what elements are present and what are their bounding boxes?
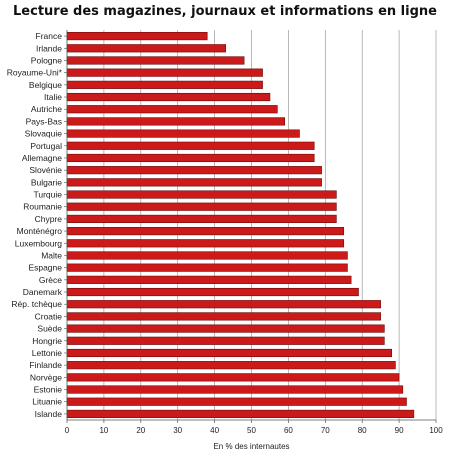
x-axis-title: En % des internautes	[213, 442, 289, 451]
category-label: Finlande	[29, 360, 62, 370]
category-label: Estonie	[34, 385, 63, 395]
category-label: Belgique	[29, 80, 62, 90]
bar-estonie	[66, 385, 404, 394]
bar-slovaquie	[66, 129, 300, 138]
bar-su-de	[66, 324, 385, 333]
category-label: Suède	[37, 324, 62, 334]
bar-irlande	[66, 44, 226, 53]
category-label: Rép. tchèque	[11, 299, 62, 309]
x-tick-label: 70	[321, 426, 330, 435]
bar-croatie	[66, 312, 381, 321]
category-label: Monténégro	[17, 226, 63, 236]
x-tick-label: 40	[210, 426, 219, 435]
bar-slov-nie	[66, 166, 322, 175]
x-tick-label: 20	[136, 426, 145, 435]
category-label: Portugal	[30, 141, 62, 151]
bar-norv-ge	[66, 373, 400, 382]
category-labels: France Irlande Pologne Royaume-Uni* Belgique…	[7, 31, 63, 419]
x-tick-label: 90	[395, 426, 404, 435]
category-label: Danemark	[23, 287, 63, 297]
category-label: Slovaquie	[25, 129, 63, 139]
category-label: France	[36, 31, 63, 41]
bar-roumanie	[66, 202, 337, 211]
chart-title: Lecture des magazines, journaux et infor…	[13, 4, 437, 19]
x-tick-label: 10	[99, 426, 108, 435]
x-tick-label: 100	[429, 426, 443, 435]
category-label: Croatie	[35, 311, 63, 321]
bar-lettonie	[66, 348, 393, 358]
category-label: Luxembourg	[15, 238, 63, 248]
bar-portugal	[66, 141, 315, 150]
bar-malte	[66, 251, 348, 260]
bar-r-p-tch-que	[66, 300, 381, 309]
bar-pays-bas	[66, 117, 286, 126]
category-label: Malte	[41, 250, 62, 260]
bars	[66, 32, 415, 418]
bar-mont-n-gro	[66, 227, 345, 236]
category-label: Irlande	[36, 43, 62, 53]
bar-danemark	[66, 287, 359, 297]
category-label: Slovénie	[29, 165, 62, 175]
category-label: Norvège	[30, 372, 62, 382]
bar-autriche	[66, 105, 278, 114]
category-label: Italie	[44, 92, 62, 102]
category-label: Bulgarie	[31, 177, 62, 187]
bar-hongrie	[66, 336, 385, 345]
category-label: Hongrie	[32, 336, 62, 346]
bar-lituanie	[66, 397, 407, 406]
bar-france	[66, 32, 208, 41]
bar-finlande	[66, 361, 396, 370]
category-label: Turquie	[33, 190, 62, 200]
category-label: Pays-Bas	[26, 116, 62, 126]
category-label: Chypre	[35, 214, 63, 224]
x-tick-label: 0	[65, 426, 70, 435]
x-tick-label: 80	[358, 426, 367, 435]
x-tick-label: 50	[247, 426, 256, 435]
bar-chypre	[66, 214, 337, 223]
category-label: Pologne	[31, 55, 62, 65]
axes: 0 10 20 30 40 50 60 70 80 90 100	[64, 30, 443, 435]
bar-turquie	[66, 190, 337, 199]
category-label: Allemagne	[22, 153, 62, 163]
category-label: Lettonie	[32, 348, 63, 358]
category-label: Grèce	[39, 275, 62, 285]
category-label: Royaume-Uni*	[7, 68, 63, 78]
bar-allemagne	[66, 153, 315, 163]
x-tick-label: 30	[173, 426, 182, 435]
category-label: Islande	[35, 409, 63, 419]
bar-gr-ce	[66, 275, 352, 284]
bar-italie	[66, 92, 271, 102]
bar-bulgarie	[66, 178, 322, 187]
bar-islande	[66, 409, 415, 418]
bar-royaume-uni	[66, 68, 263, 77]
category-label: Espagne	[28, 263, 62, 273]
category-label: Roumanie	[23, 202, 62, 212]
bar-luxembourg	[66, 239, 345, 248]
bar-pologne	[66, 56, 245, 65]
bar-belgique	[66, 80, 263, 89]
bar-espagne	[66, 263, 348, 272]
x-tick-label: 60	[284, 426, 293, 435]
category-label: Autriche	[31, 104, 62, 114]
category-label: Lituanie	[32, 397, 62, 407]
